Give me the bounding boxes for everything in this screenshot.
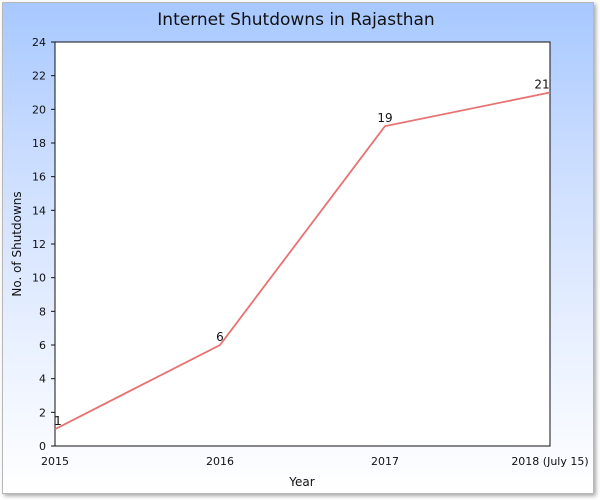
y-tick-label: 16 — [32, 171, 46, 184]
y-tick-label: 20 — [32, 103, 46, 116]
data-label: 19 — [377, 111, 392, 125]
y-tick-label: 22 — [32, 70, 46, 83]
series-line — [54, 91, 551, 430]
y-tick-label: 8 — [39, 305, 46, 318]
chart-title: Internet Shutdowns in Rajasthan — [157, 10, 434, 30]
data-labels: 1 6 19 21 — [54, 78, 549, 429]
x-axis-title: Year — [288, 475, 314, 489]
y-tick-label: 12 — [32, 238, 46, 251]
x-tick-label: 2015 — [41, 455, 69, 468]
y-tick-label: 2 — [39, 406, 46, 419]
data-label: 6 — [216, 330, 224, 344]
x-tick-label: 2018 (July 15) — [511, 455, 588, 468]
y-tick-label: 4 — [39, 373, 46, 386]
y-tick-label: 18 — [32, 137, 46, 150]
y-tick-label: 10 — [32, 272, 46, 285]
y-tick-label: 24 — [32, 36, 46, 49]
data-label: 21 — [534, 78, 549, 92]
x-tick-label: 2016 — [206, 455, 234, 468]
plot-area — [54, 41, 551, 447]
y-tick-label: 0 — [39, 440, 46, 453]
y-tick-label: 14 — [32, 204, 46, 217]
y-tick-label: 6 — [39, 339, 46, 352]
y-axis-title: No. of Shutdowns — [10, 191, 24, 296]
x-tick-label: 2017 — [371, 455, 399, 468]
data-label: 1 — [54, 414, 62, 428]
x-axis: 2015 2016 2017 2018 (July 15) — [41, 455, 589, 468]
